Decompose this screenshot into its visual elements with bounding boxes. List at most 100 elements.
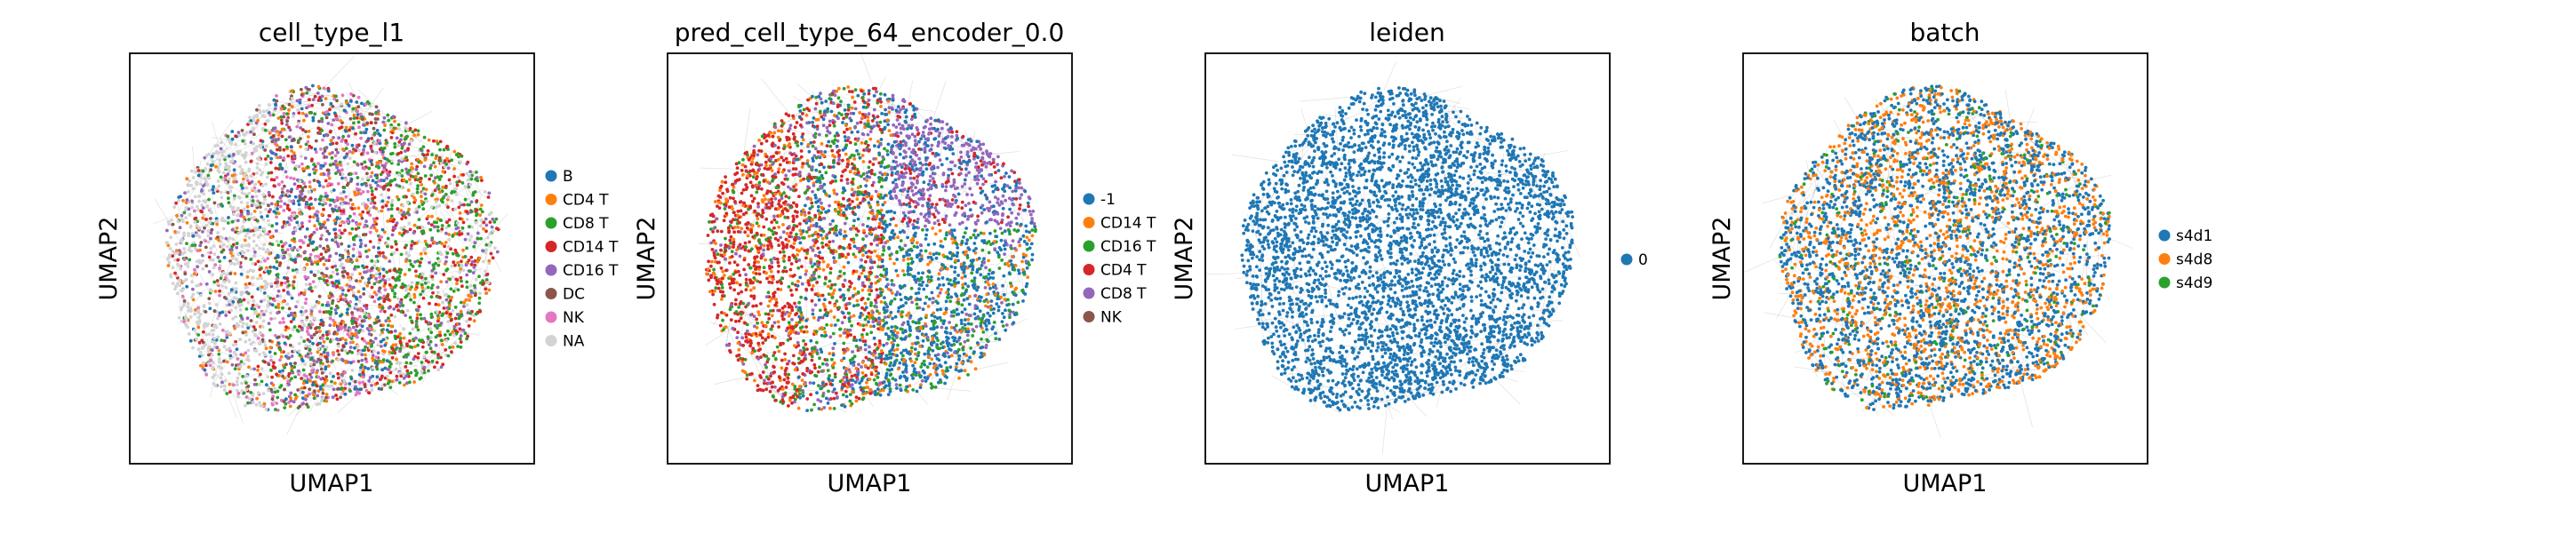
cell-point: [359, 366, 363, 370]
cell-point: [198, 313, 203, 316]
cell-point: [461, 248, 465, 252]
cell-point: [206, 349, 211, 353]
cell-point: [282, 156, 286, 160]
cell-point: [274, 166, 278, 171]
cell-point: [477, 256, 482, 260]
cell-point: [222, 280, 227, 283]
cell-point: [421, 296, 426, 300]
cell-point: [389, 324, 394, 329]
cell-point: [434, 302, 438, 306]
cell-point: [356, 182, 360, 187]
graph-edge: [930, 375, 940, 379]
cell-point: [430, 153, 434, 157]
cell-point: [263, 259, 267, 263]
cell-point: [430, 274, 435, 279]
cell-point: [372, 329, 377, 333]
cell-point: [351, 219, 355, 223]
cell-point: [331, 151, 334, 155]
graph-edge: [796, 84, 831, 113]
cell-point: [236, 388, 239, 393]
cell-point: [319, 377, 324, 381]
graph-edge: [344, 254, 364, 290]
cell-point: [308, 326, 313, 330]
cell-point: [374, 228, 379, 233]
cell-point: [441, 362, 445, 367]
cell-point: [325, 360, 330, 363]
cell-point: [320, 116, 324, 121]
cell-point: [202, 325, 206, 330]
cell-point: [404, 374, 409, 378]
cell-point: [252, 298, 256, 303]
cell-point: [260, 338, 265, 342]
cell-point: [319, 172, 324, 177]
cell-point: [280, 166, 284, 171]
cell-point: [468, 174, 471, 179]
cell-point: [451, 189, 454, 194]
cell-point: [904, 115, 908, 119]
cell-point: [220, 380, 224, 385]
graph-edge: [331, 175, 366, 216]
cell-point: [444, 311, 449, 315]
graph-edge: [420, 285, 439, 297]
cell-point: [363, 314, 367, 319]
cell-point: [204, 322, 207, 326]
cell-point: [356, 105, 361, 109]
cell-point: [220, 274, 224, 278]
cell-point: [336, 298, 340, 302]
cell-point: [316, 389, 321, 394]
cell-point: [472, 319, 476, 323]
cell-point: [331, 395, 335, 400]
cell-point: [275, 215, 278, 219]
graph-edge: [859, 143, 868, 190]
cell-point: [382, 115, 387, 120]
cell-point: [447, 224, 451, 227]
cell-point: [404, 216, 408, 219]
cell-point: [473, 268, 477, 273]
cell-point: [241, 374, 244, 378]
cell-point: [239, 183, 244, 187]
cell-point: [317, 184, 322, 187]
cell-point: [285, 279, 290, 283]
cell-point: [849, 393, 852, 396]
cell-point: [913, 139, 917, 143]
cell-point: [387, 195, 391, 200]
cell-point: [276, 138, 280, 141]
graph-edge: [349, 128, 359, 141]
cell-point: [352, 294, 356, 298]
cell-point: [195, 337, 198, 341]
cell-point: [367, 281, 371, 285]
cell-point: [316, 211, 320, 214]
cell-point: [378, 275, 382, 279]
cell-point: [416, 328, 420, 332]
cell-point: [213, 219, 218, 224]
cell-point: [207, 270, 212, 274]
cell-point: [207, 332, 212, 336]
cell-point: [339, 191, 343, 195]
cell-point: [187, 207, 191, 211]
cell-point: [249, 324, 252, 329]
cell-point: [281, 369, 284, 373]
cell-point: [321, 163, 325, 168]
cell-point: [274, 102, 277, 107]
cell-point: [313, 171, 316, 175]
cell-point: [255, 396, 259, 401]
cell-point: [259, 288, 262, 291]
cell-point: [344, 341, 348, 346]
cell-point: [246, 179, 250, 183]
cell-point: [315, 213, 319, 218]
cell-point: [422, 370, 427, 375]
legend-label: NK: [563, 309, 585, 327]
cell-point: [223, 310, 228, 314]
cell-point: [288, 404, 292, 409]
cell-point: [332, 209, 335, 213]
cell-point: [280, 281, 284, 285]
cell-point: [364, 219, 368, 224]
cell-point: [402, 327, 406, 331]
cell-point: [282, 321, 285, 324]
cell-point: [452, 167, 456, 171]
cell-point: [278, 155, 283, 159]
graph-edge: [828, 311, 837, 337]
cell-point: [371, 366, 375, 370]
cell-point: [278, 148, 282, 152]
cell-point: [466, 178, 470, 182]
